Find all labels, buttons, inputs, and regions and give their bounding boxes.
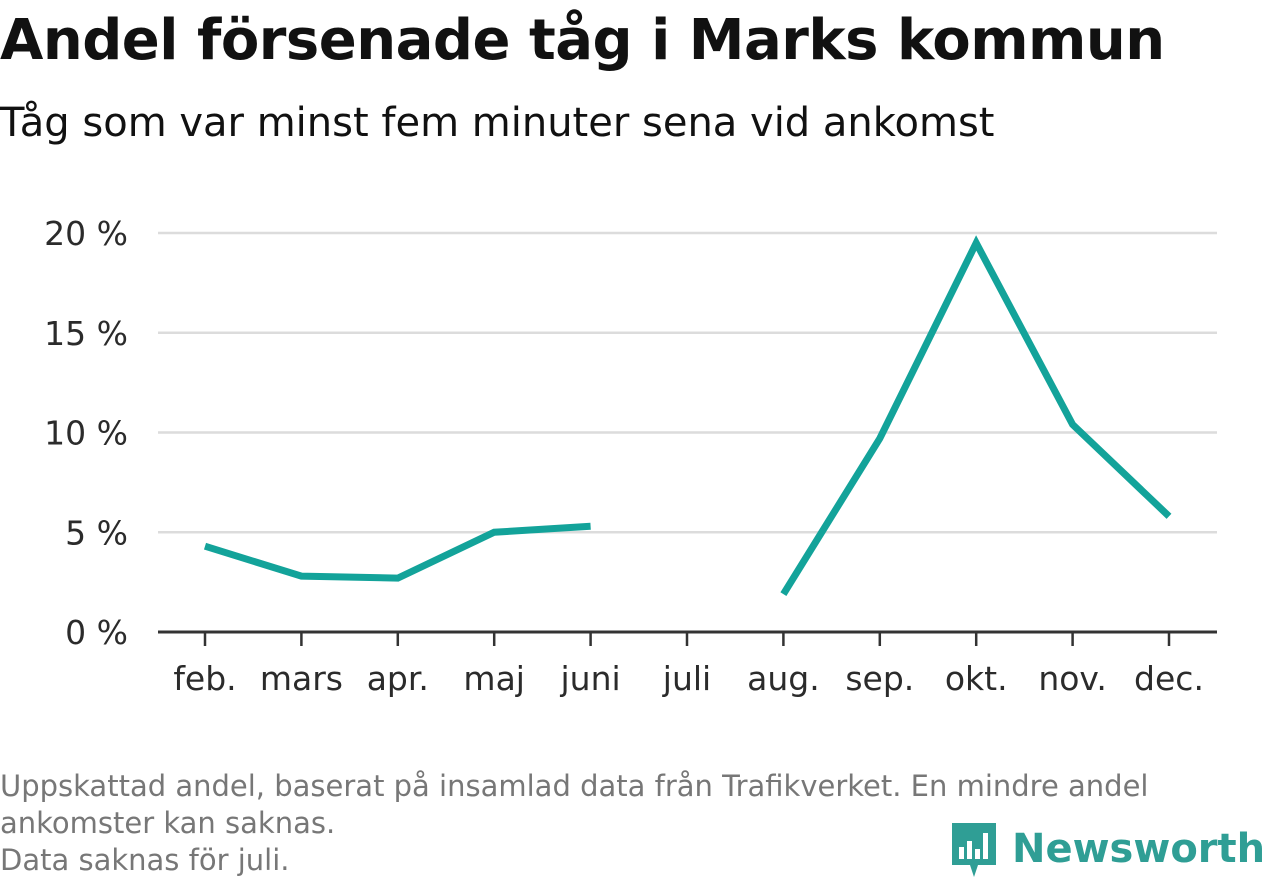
x-tick-label: maj: [463, 659, 525, 698]
x-tick-label: feb.: [173, 659, 236, 698]
y-tick-label: 0 %: [65, 613, 128, 652]
series-line-0-segment-0: [205, 526, 591, 578]
y-tick-label: 5 %: [65, 513, 128, 552]
y-tick-label: 20 %: [44, 214, 128, 253]
x-tick-label: nov.: [1038, 659, 1107, 698]
x-tick-label: okt.: [945, 659, 1008, 698]
x-tick-label: sep.: [845, 659, 914, 698]
x-tick-label: juli: [662, 659, 711, 698]
y-tick-label: 15 %: [44, 314, 128, 353]
x-tick-label: aug.: [747, 659, 820, 698]
y-tick-label: 10 %: [44, 414, 128, 453]
series-line-0-segment-1: [783, 243, 1169, 594]
brand-logo: Newsworthy: [950, 818, 1262, 880]
footnote-line-1: Uppskattad andel, baserat på insamlad da…: [0, 768, 1250, 805]
brand-name: Newsworthy: [1012, 826, 1262, 872]
newsworthy-logo-icon: [950, 819, 998, 879]
x-tick-label: mars: [260, 659, 343, 698]
x-tick-label: dec.: [1134, 659, 1204, 698]
x-tick-label: juni: [560, 659, 621, 698]
x-tick-label: apr.: [367, 659, 429, 698]
